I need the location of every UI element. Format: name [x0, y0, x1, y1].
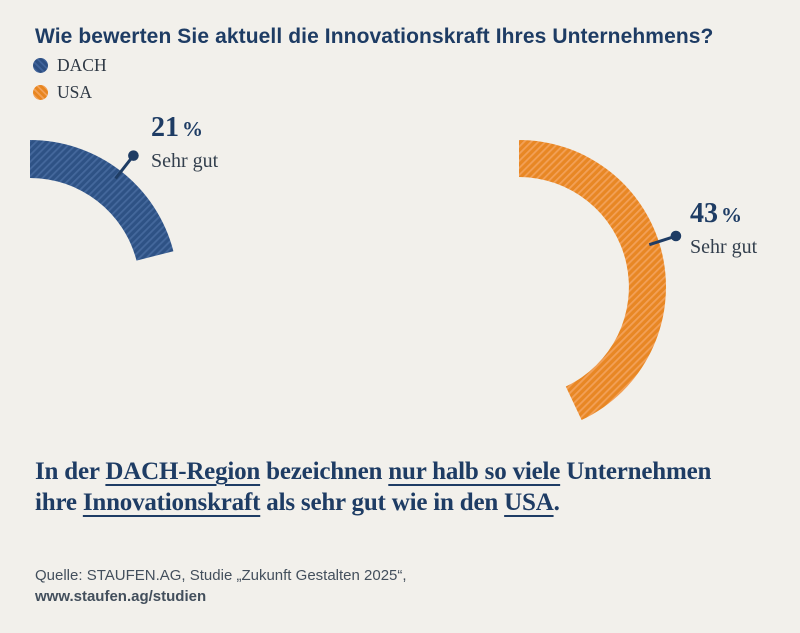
source-note: Quelle: STAUFEN.AG, Studie „Zukunft Gest…: [35, 565, 407, 607]
source-line: Quelle: STAUFEN.AG, Studie „Zukunft Gest…: [35, 567, 407, 584]
category-label-dach: Sehr gut: [151, 150, 219, 172]
legend-dot-usa-icon: [33, 85, 48, 100]
gauge-arc-dach: [30, 140, 174, 261]
callout-dach: 21% Sehr gut: [151, 113, 218, 173]
legend-dot-dach-icon: [33, 58, 48, 73]
legend: DACH USA: [33, 54, 107, 108]
category-label-usa: Sehr gut: [690, 236, 758, 258]
pointer-dot-icon: [128, 150, 139, 161]
legend-label-usa: USA: [57, 82, 93, 102]
value-label-dach: 21%: [151, 112, 203, 143]
percent-sign: %: [721, 203, 742, 227]
source-url-link[interactable]: www.staufen.ag/studien: [35, 588, 207, 605]
percent-sign: %: [182, 117, 203, 141]
legend-item-usa: USA: [33, 81, 107, 104]
callout-usa: 43% Sehr gut: [690, 199, 757, 259]
legend-label-dach: DACH: [57, 55, 107, 75]
pointer-dot-icon: [670, 230, 682, 242]
gauge-arc-usa: [519, 140, 666, 420]
key-finding-statement: In der DACH-Region bezeichnen nur halb s…: [35, 458, 712, 516]
chart-title: Wie bewerten Sie aktuell die Innovations…: [35, 25, 714, 48]
value-label-usa: 43%: [690, 198, 742, 229]
legend-item-dach: DACH: [33, 54, 107, 77]
